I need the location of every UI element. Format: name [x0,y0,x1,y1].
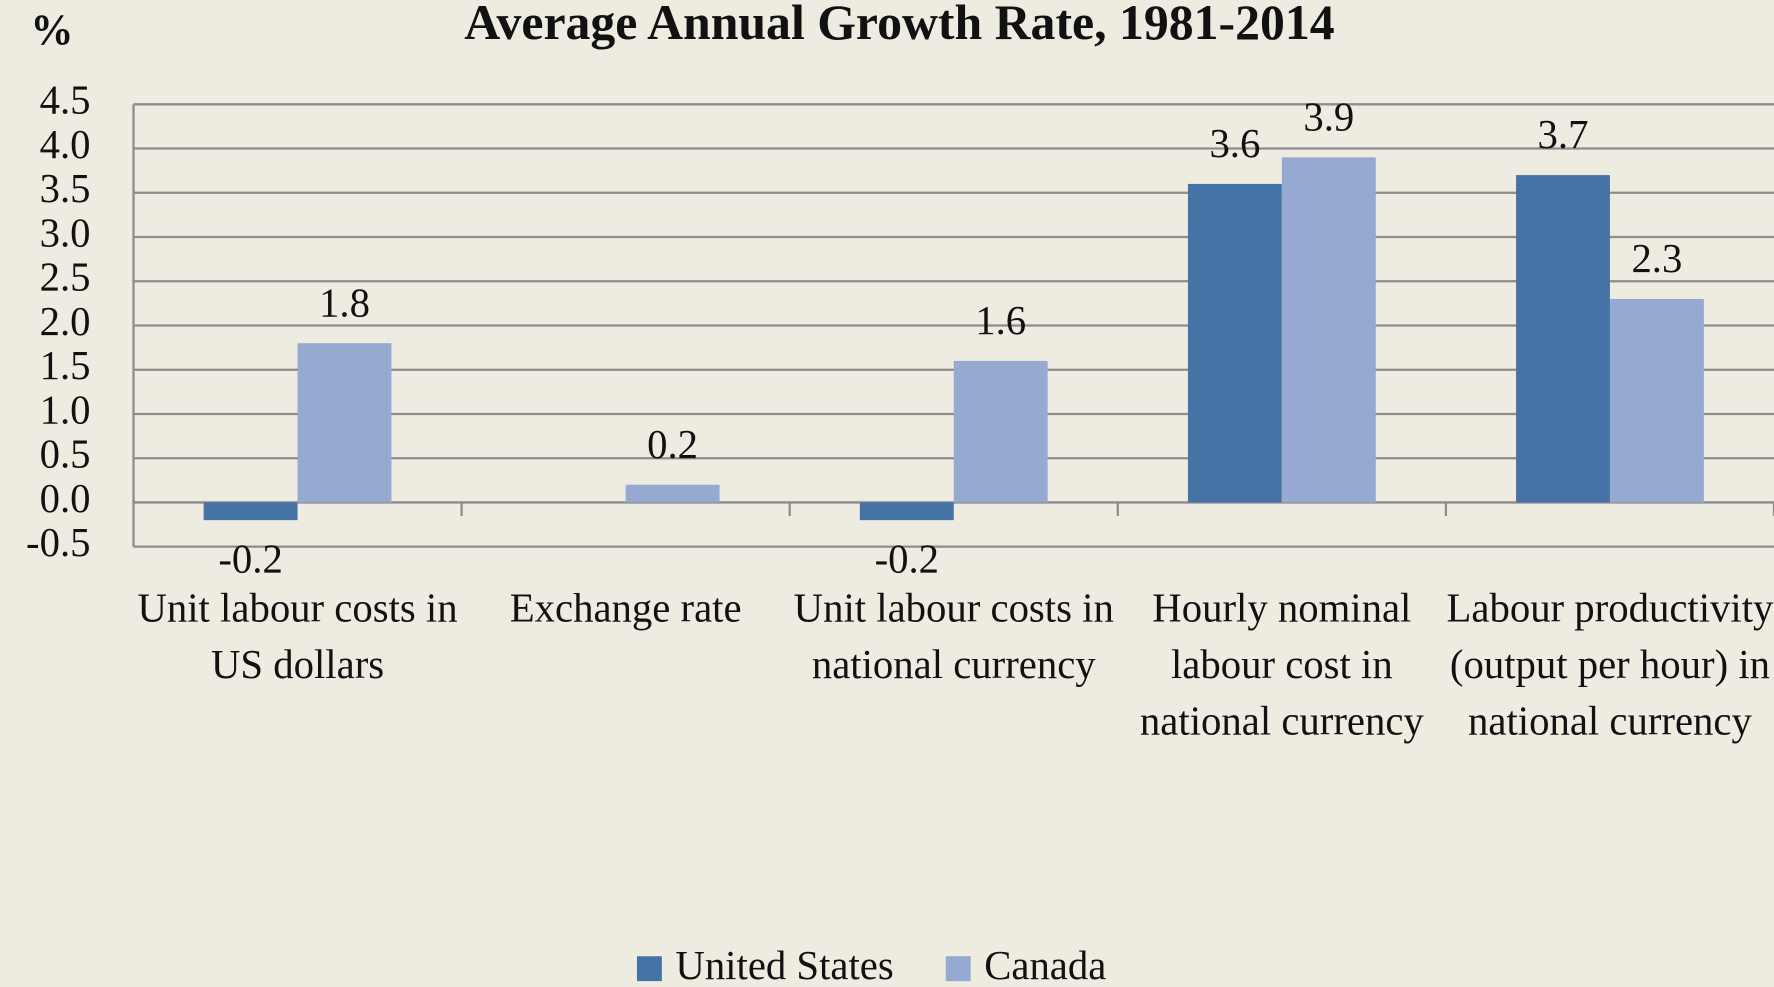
data-label: 3.9 [1303,95,1354,140]
y-tick-label: 1.5 [40,343,91,388]
x-tick-label: Hourly nominal labour cost in national c… [1139,585,1424,744]
y-tick-label: 1.0 [40,387,91,432]
x-tick-label-box: Labour productivity (output per hour) in… [1446,585,1774,744]
x-tick-label: Unit labour costs in US dollars [137,585,458,687]
y-tick-label: 0.5 [40,432,91,477]
data-label: 1.8 [319,280,370,325]
legend-swatch [945,956,971,982]
x-tick-label: Exchange rate [509,585,742,631]
y-axis-label: % [31,7,74,54]
bar [859,502,954,521]
legend-label: United States [675,943,893,987]
y-tick-label: -0.5 [26,520,90,565]
y-tick-label: 3.0 [40,210,91,255]
bar [953,360,1048,503]
data-label: 3.6 [1209,121,1260,166]
bar [297,343,392,503]
y-tick-label: 2.0 [40,299,91,344]
bar [1187,183,1282,503]
y-tick-label: 0.0 [40,476,91,521]
x-tick-label: Unit labour costs in national currency [793,585,1114,687]
data-label: 2.3 [1631,236,1682,281]
data-label: 3.7 [1538,112,1589,157]
data-label: -0.2 [875,536,939,581]
y-tick-label: 4.0 [40,122,91,167]
chart-title: Average Annual Growth Rate, 1981-2014 [464,0,1334,50]
y-tick-label: 3.5 [40,166,91,211]
data-label: 0.2 [647,422,698,467]
x-tick-label-box: Unit labour costs in US dollars [137,585,458,687]
x-tick-label-box: Exchange rate [509,585,742,631]
x-tick-label: Labour productivity (output per hour) in… [1446,585,1774,744]
x-tick-label-box: Hourly nominal labour cost in national c… [1139,585,1424,744]
bar [625,484,720,503]
y-tick-label: 2.5 [40,255,91,300]
legend-swatch [636,956,662,982]
bar [1516,175,1610,503]
bar [203,502,298,521]
bar [1281,157,1376,503]
data-label: -0.2 [218,536,282,581]
legend-label: Canada [984,943,1106,987]
bar [1609,298,1704,503]
y-tick-label: 4.5 [40,78,91,123]
x-tick-label-box: Unit labour costs in national currency [793,585,1114,687]
data-label: 1.6 [975,298,1026,343]
